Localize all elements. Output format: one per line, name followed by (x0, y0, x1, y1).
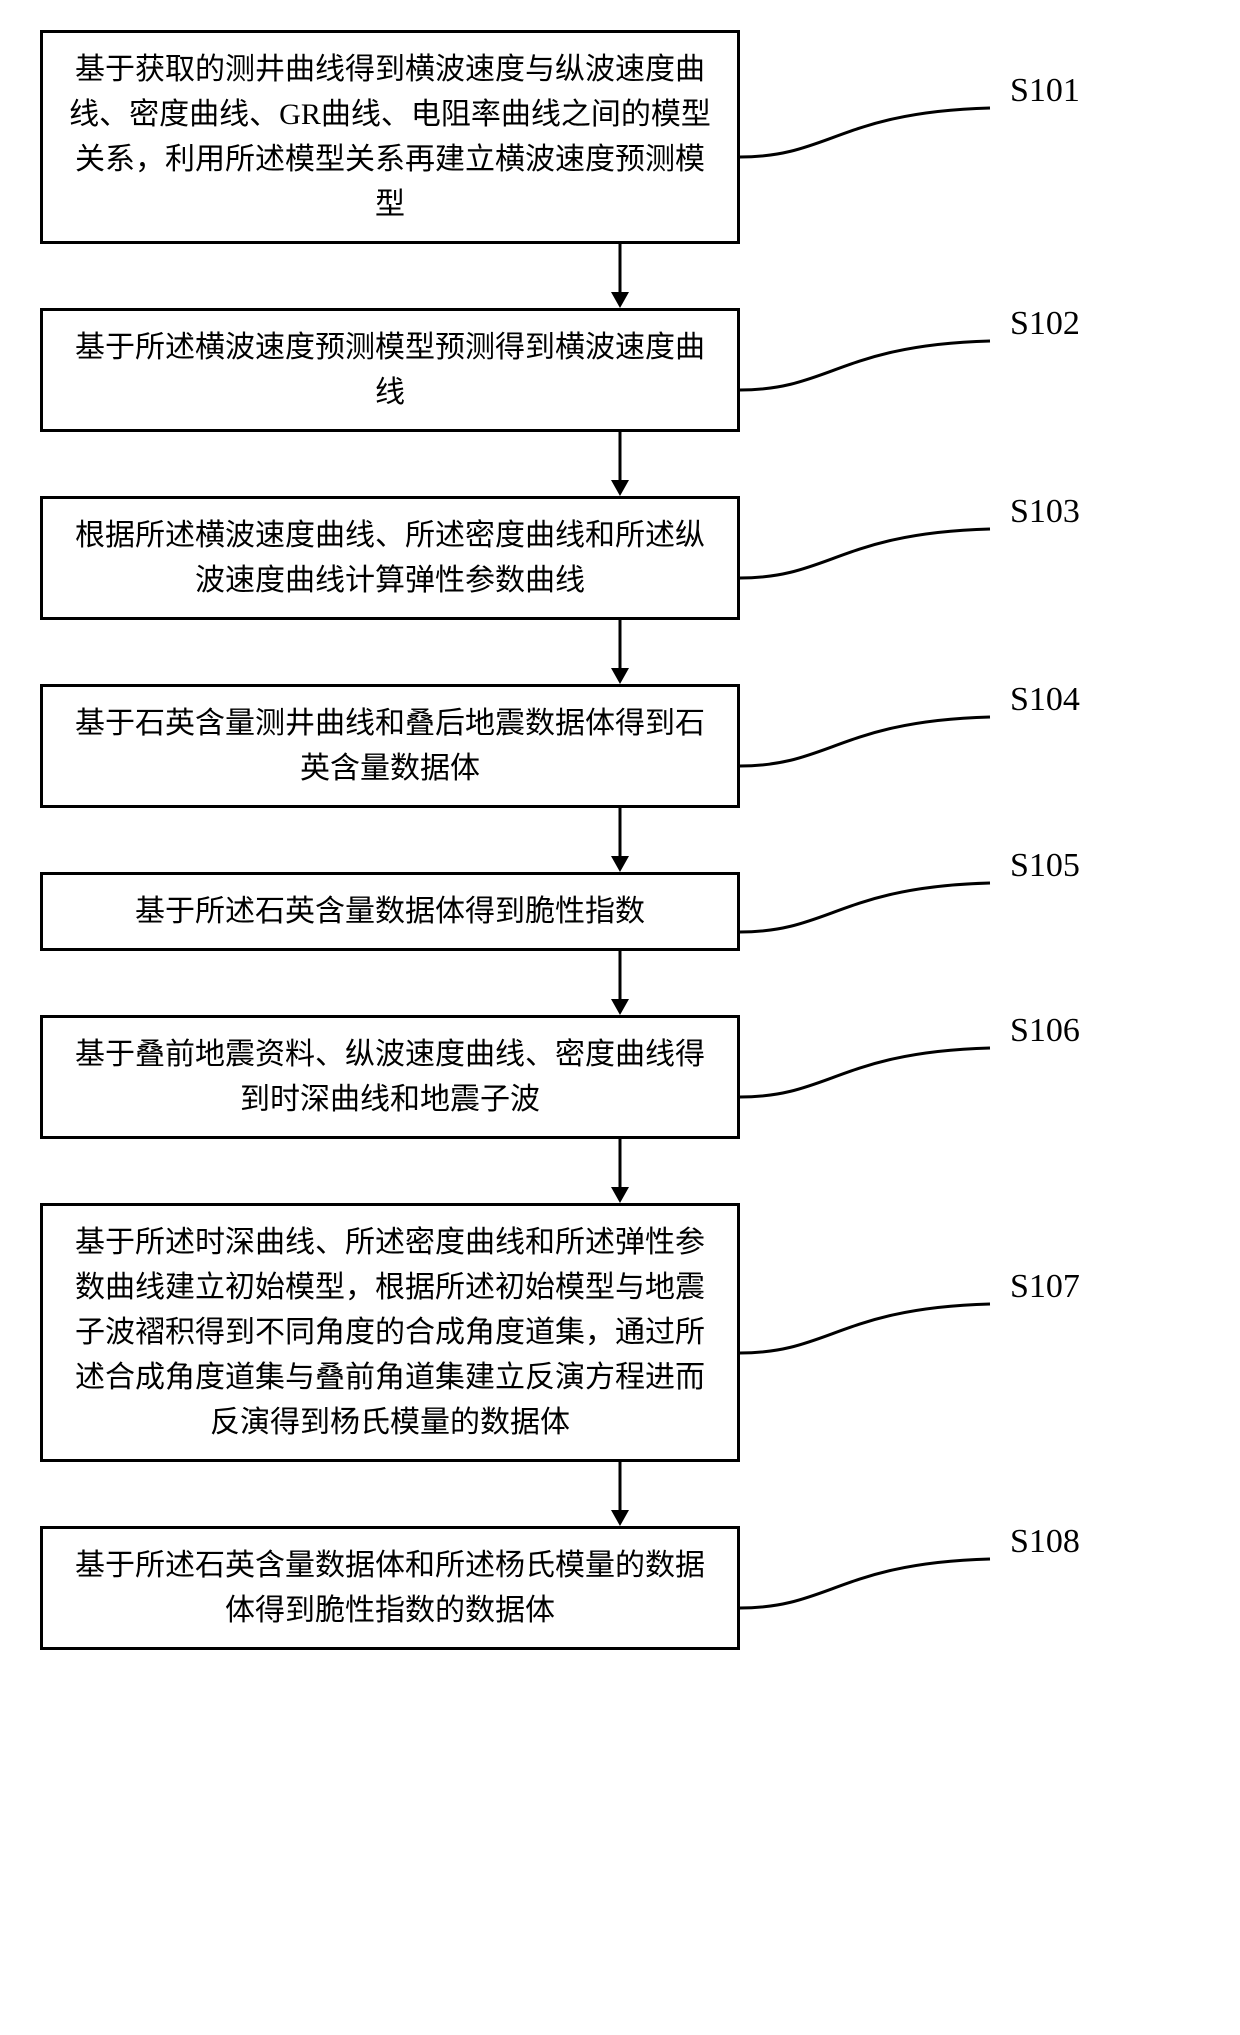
flow-box-s103: 根据所述横波速度曲线、所述密度曲线和所述纵波速度曲线计算弹性参数曲线 (40, 496, 740, 620)
label-group: S105 (740, 877, 1000, 947)
connector-curve (740, 335, 1000, 405)
step-label: S107 (1010, 1268, 1080, 1306)
connector-curve (740, 523, 1000, 593)
label-group: S107 (740, 1298, 1000, 1368)
step-label: S103 (1010, 493, 1080, 531)
box-text: 根据所述横波速度曲线、所述密度曲线和所述纵波速度曲线计算弹性参数曲线 (75, 519, 705, 597)
flow-arrow (230, 1139, 1010, 1203)
flowchart-container: 基于获取的测井曲线得到横波速度与纵波速度曲线、密度曲线、GR曲线、电阻率曲线之间… (0, 30, 1240, 1650)
step-row: 基于所述石英含量数据体得到脆性指数 S105 (0, 872, 1240, 951)
step-label: S101 (1010, 72, 1080, 110)
flow-box-s102: 基于所述横波速度预测模型预测得到横波速度曲线 (40, 308, 740, 432)
flow-arrow (230, 951, 1010, 1015)
step-label: S108 (1010, 1523, 1080, 1561)
label-group: S106 (740, 1042, 1000, 1112)
connector-curve (740, 1298, 1000, 1368)
flow-box-s106: 基于叠前地震资料、纵波速度曲线、密度曲线得到时深曲线和地震子波 (40, 1015, 740, 1139)
box-text: 基于所述时深曲线、所述密度曲线和所述弹性参数曲线建立初始模型，根据所述初始模型与… (75, 1226, 705, 1439)
connector-curve (740, 1553, 1000, 1623)
flow-box-s104: 基于石英含量测井曲线和叠后地震数据体得到石英含量数据体 (40, 684, 740, 808)
flow-arrow (230, 244, 1010, 308)
step-row: 基于所述石英含量数据体和所述杨氏模量的数据体得到脆性指数的数据体 S108 (0, 1526, 1240, 1650)
connector-curve (740, 102, 1000, 172)
box-text: 基于叠前地震资料、纵波速度曲线、密度曲线得到时深曲线和地震子波 (75, 1038, 705, 1116)
step-row: 根据所述横波速度曲线、所述密度曲线和所述纵波速度曲线计算弹性参数曲线 S103 (0, 496, 1240, 620)
label-group: S101 (740, 102, 1000, 172)
step-label: S102 (1010, 305, 1080, 343)
step-label: S105 (1010, 847, 1080, 885)
box-text: 基于石英含量测井曲线和叠后地震数据体得到石英含量数据体 (75, 707, 705, 785)
step-row: 基于叠前地震资料、纵波速度曲线、密度曲线得到时深曲线和地震子波 S106 (0, 1015, 1240, 1139)
connector-curve (740, 711, 1000, 781)
flow-arrow (230, 1462, 1010, 1526)
flow-arrow (230, 432, 1010, 496)
flow-arrow (230, 620, 1010, 684)
box-text: 基于所述石英含量数据体和所述杨氏模量的数据体得到脆性指数的数据体 (75, 1549, 705, 1627)
flow-box-s105: 基于所述石英含量数据体得到脆性指数 (40, 872, 740, 951)
step-row: 基于石英含量测井曲线和叠后地震数据体得到石英含量数据体 S104 (0, 684, 1240, 808)
step-label: S106 (1010, 1012, 1080, 1050)
step-row: 基于获取的测井曲线得到横波速度与纵波速度曲线、密度曲线、GR曲线、电阻率曲线之间… (0, 30, 1240, 244)
connector-curve (740, 1042, 1000, 1112)
connector-curve (740, 877, 1000, 947)
step-row: 基于所述横波速度预测模型预测得到横波速度曲线 S102 (0, 308, 1240, 432)
label-group: S102 (740, 335, 1000, 405)
label-group: S103 (740, 523, 1000, 593)
box-text: 基于所述石英含量数据体得到脆性指数 (135, 895, 645, 928)
step-row: 基于所述时深曲线、所述密度曲线和所述弹性参数曲线建立初始模型，根据所述初始模型与… (0, 1203, 1240, 1462)
step-label: S104 (1010, 681, 1080, 719)
flow-arrow (230, 808, 1010, 872)
label-group: S108 (740, 1553, 1000, 1623)
box-text: 基于获取的测井曲线得到横波速度与纵波速度曲线、密度曲线、GR曲线、电阻率曲线之间… (69, 53, 711, 221)
box-text: 基于所述横波速度预测模型预测得到横波速度曲线 (75, 331, 705, 409)
label-group: S104 (740, 711, 1000, 781)
flow-box-s107: 基于所述时深曲线、所述密度曲线和所述弹性参数曲线建立初始模型，根据所述初始模型与… (40, 1203, 740, 1462)
flow-box-s101: 基于获取的测井曲线得到横波速度与纵波速度曲线、密度曲线、GR曲线、电阻率曲线之间… (40, 30, 740, 244)
flow-box-s108: 基于所述石英含量数据体和所述杨氏模量的数据体得到脆性指数的数据体 (40, 1526, 740, 1650)
